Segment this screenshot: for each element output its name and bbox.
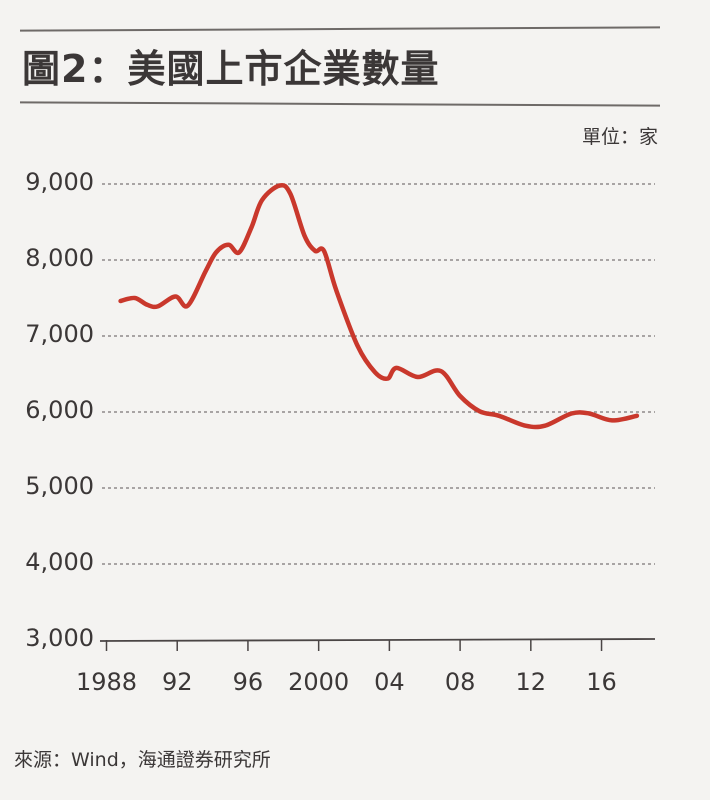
x-tick-label: 2000 [288, 668, 350, 696]
x-axis [99, 638, 656, 651]
chart-title: 圖2：美國上市企業數量 [22, 47, 440, 91]
y-tick-label: 8,000 [25, 244, 94, 272]
x-tick-label: 04 [374, 668, 405, 696]
x-tick-label: 08 [444, 668, 476, 696]
gridlines [102, 183, 655, 565]
source-note: 來源：Wind，海通證券研究所 [14, 749, 271, 771]
y-tick-label: 4,000 [25, 548, 94, 576]
y-tick-label: 3,000 [25, 624, 94, 652]
x-tick-label: 16 [586, 668, 617, 696]
unit-label: 單位：家 [581, 126, 658, 148]
x-tick-label: 1988 [75, 668, 138, 696]
y-tick-label: 7,000 [25, 320, 94, 348]
y-tick-label: 6,000 [25, 396, 94, 424]
y-tick-label: 9,000 [25, 168, 94, 196]
x-axis-line [99, 638, 656, 642]
x-tick-label: 96 [232, 668, 264, 696]
series-line-listed-companies [118, 182, 640, 430]
x-tick-label: 92 [161, 668, 193, 696]
x-tick-label: 12 [515, 668, 547, 696]
y-tick-label: 5,000 [25, 472, 94, 500]
